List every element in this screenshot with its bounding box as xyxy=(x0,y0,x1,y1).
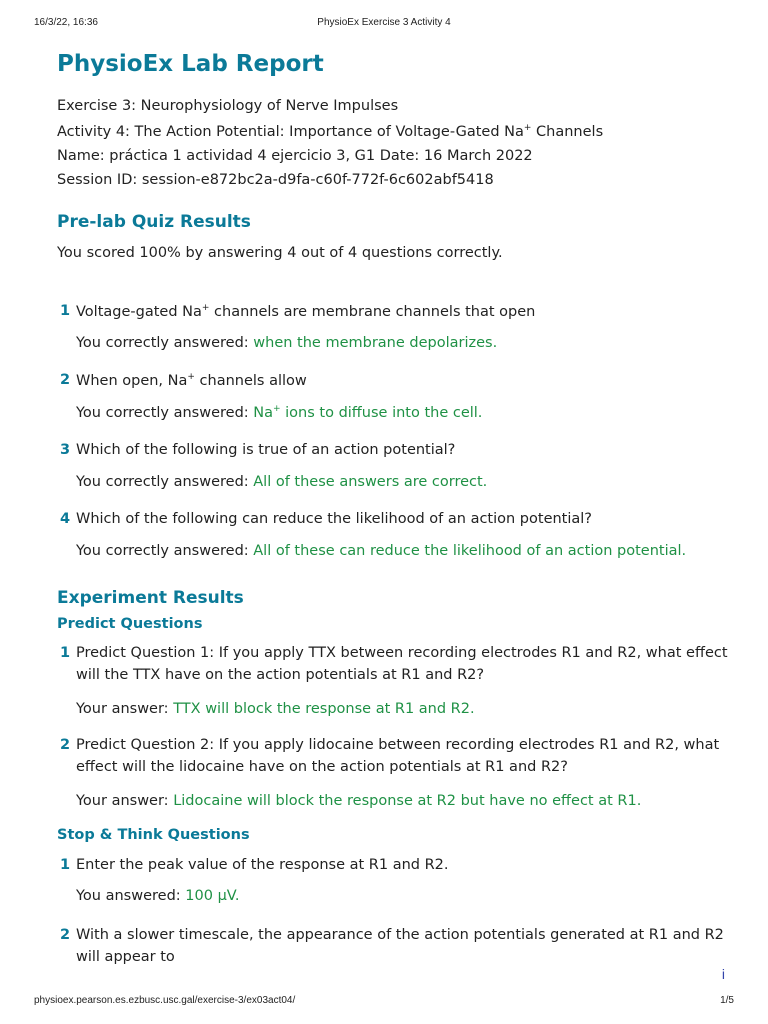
experiment-heading: Experiment Results xyxy=(57,588,244,608)
page-title: PhysioEx Lab Report xyxy=(57,51,324,77)
exercise-line: Exercise 3: Neurophysiology of Nerve Imp… xyxy=(57,98,399,114)
footer-url: physioex.pearson.es.ezbusc.usc.gal/exerc… xyxy=(34,995,296,1006)
question-text-cont: effect will the lidocaine have on the ac… xyxy=(76,759,568,775)
question-text: Predict Question 2: If you apply lidocai… xyxy=(76,737,720,753)
print-title: PhysioEx Exercise 3 Activity 4 xyxy=(317,17,451,28)
question-text-cont: will the TTX have on the action potentia… xyxy=(76,667,485,683)
info-icon[interactable]: i xyxy=(721,966,725,982)
question-text: With a slower timescale, the appearance … xyxy=(76,927,724,943)
predict-heading: Predict Questions xyxy=(57,616,203,632)
question-text-cont: will appear to xyxy=(76,949,175,965)
question-number: 2 xyxy=(60,737,71,753)
answer-line: You correctly answered: All of these ans… xyxy=(76,474,488,490)
activity-line: Activity 4: The Action Potential: Import… xyxy=(57,123,604,140)
stop-think-heading: Stop & Think Questions xyxy=(57,827,250,843)
question-text: Predict Question 1: If you apply TTX bet… xyxy=(76,645,728,661)
answer-line: You correctly answered: when the membran… xyxy=(76,335,498,351)
question-number: 1 xyxy=(60,645,71,661)
question-number: 2 xyxy=(60,927,71,943)
question-text: Which of the following is true of an act… xyxy=(76,442,456,458)
question-text: Which of the following can reduce the li… xyxy=(76,511,593,527)
question-text: When open, Na+ channels allow xyxy=(76,372,307,389)
question-number: 1 xyxy=(60,857,71,873)
question-number: 4 xyxy=(60,511,71,527)
prelab-score: You scored 100% by answering 4 out of 4 … xyxy=(57,245,503,261)
page-number: 1/5 xyxy=(720,995,734,1006)
print-datetime: 16/3/22, 16:36 xyxy=(34,17,98,28)
answer-line: You correctly answered: All of these can… xyxy=(76,543,687,559)
name-date-line: Name: práctica 1 actividad 4 ejercicio 3… xyxy=(57,148,533,164)
answer-line: You correctly answered: Na+ ions to diff… xyxy=(76,404,483,421)
question-number: 1 xyxy=(60,303,71,319)
session-id-line: Session ID: session-e872bc2a-d9fa-c60f-7… xyxy=(57,172,494,188)
answer-line: Your answer: TTX will block the response… xyxy=(76,701,475,717)
question-text: Voltage-gated Na+ channels are membrane … xyxy=(76,303,536,320)
answer-line: Your answer: Lidocaine will block the re… xyxy=(76,793,642,809)
answer-line: You answered: 100 μV. xyxy=(76,888,240,904)
question-text: Enter the peak value of the response at … xyxy=(76,857,449,873)
prelab-heading: Pre-lab Quiz Results xyxy=(57,212,251,232)
question-number: 3 xyxy=(60,442,71,458)
question-number: 2 xyxy=(60,372,71,388)
